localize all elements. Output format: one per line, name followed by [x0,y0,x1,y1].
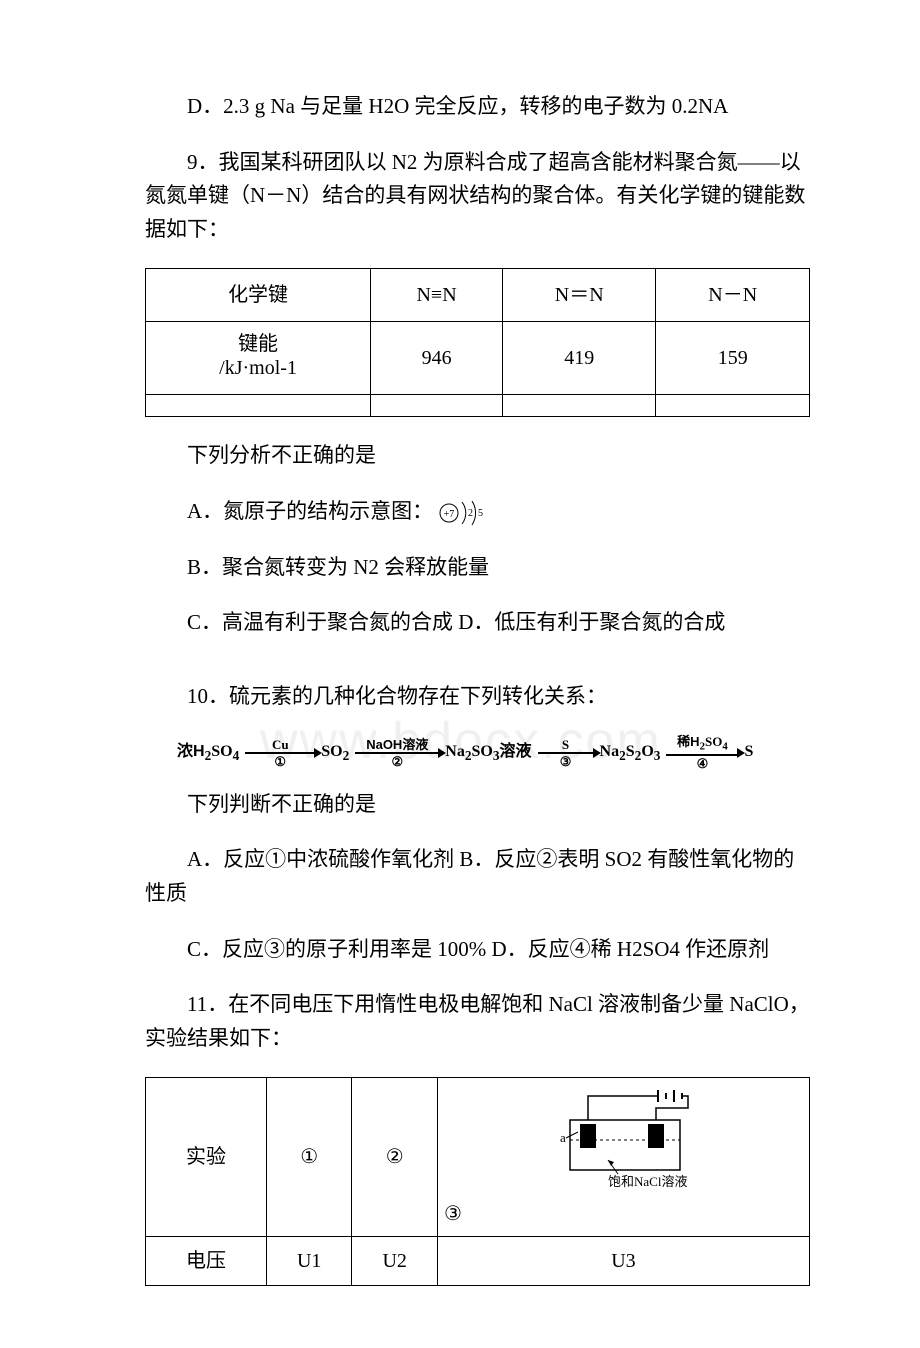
atom-diagram-icon: +7 2 5 [438,498,484,528]
sub: 2 [465,748,472,763]
arrow-top: NaOH溶液 [355,738,439,751]
table-row [146,395,810,417]
arrow-top: S [538,738,594,751]
node: Na [600,743,620,760]
cell [503,395,656,417]
cell: 键能 /kJ·mol-1 [146,322,371,395]
cell: 159 [656,322,810,395]
node: 溶液 [500,743,532,760]
cell: ② [352,1078,437,1237]
table-row: 电压 U1 U2 U3 [146,1237,810,1286]
cell-line: /kJ·mol-1 [219,357,297,379]
node: O [641,743,653,760]
cell-line: 键能 [238,333,278,355]
q10-option-cd: C．反应③的原子利用率是 100% D．反应④稀 H2SO4 作还原剂 [145,933,810,967]
cell [146,395,371,417]
node: Na [445,743,465,760]
cell: N－N [656,269,810,322]
cell: 946 [371,322,503,395]
arrow: 稀H2SO4 ④ [666,735,738,769]
cell: ① [266,1078,351,1237]
node: SO [321,743,342,760]
node: 浓H [177,743,205,760]
q9-option-cd: C．高温有利于聚合氮的合成 D．低压有利于聚合氮的合成 [145,606,810,640]
q9-option-a-text: A．氮原子的结构示意图： [187,499,433,523]
cell: 化学键 [146,269,371,322]
sub: 3 [493,748,500,763]
arrow-top: Cu [245,738,315,751]
arrow: S ③ [538,738,594,768]
electrolysis-diagram-icon: a 饱和NaCl溶液 [548,1084,698,1194]
node: SO [211,743,232,760]
arrow-top: 稀H2SO4 [666,735,738,752]
cell: U3 [437,1237,809,1286]
cell: 实验 [146,1078,267,1237]
cell: U1 [266,1237,351,1286]
solution-label: 饱和NaCl溶液 [608,1174,687,1189]
q9-option-a: A．氮原子的结构示意图： +7 2 5 [145,495,810,529]
cell: U2 [352,1237,437,1286]
arrow-bot: ③ [538,755,594,768]
q9-option-b: B．聚合氮转变为 N2 会释放能量 [145,551,810,585]
table-row: 实验 ① ② a [146,1078,810,1237]
arrow-bot: ① [245,755,315,768]
arrow: Cu ① [245,738,315,768]
q10-reaction-scheme: 浓H2SO4 Cu ① SO2 NaOH溶液 ② Na2SO3溶液 S ③ Na… [177,735,810,769]
cell-circ: ③ [444,1203,462,1225]
node: SO [472,743,493,760]
cell: 电压 [146,1237,267,1286]
q11-experiment-table: 实验 ① ② a [145,1077,810,1286]
sub: 4 [233,748,240,763]
q10-option-ab: A．反应①中浓硫酸作氧化剂 B．反应②表明 SO2 有酸性氧化物的性质 [145,843,810,910]
cell: N＝N [503,269,656,322]
table-row: 键能 /kJ·mol-1 946 419 159 [146,322,810,395]
table-row: 化学键 N≡N N＝N N－N [146,269,810,322]
node: S [744,743,753,760]
cell: a 饱和NaCl溶液 ③ [437,1078,809,1237]
sub: 2 [343,748,350,763]
arrow-bot: ② [355,755,439,768]
arrow: NaOH溶液 ② [355,738,439,768]
q11-stem: 11．在不同电压下用惰性电极电解饱和 NaCl 溶液制备少量 NaClO，实验结… [145,988,810,1055]
cell: 419 [503,322,656,395]
cell: N≡N [371,269,503,322]
shell1-label: 2 [468,508,473,519]
q10-stem: 10．硫元素的几种化合物存在下列转化关系： [145,680,810,714]
nucleus-label: +7 [444,509,455,520]
arrow-bot: ④ [666,757,738,770]
q9-bond-table: 化学键 N≡N N＝N N－N 键能 /kJ·mol-1 946 419 159 [145,268,810,417]
q9-lead: 下列分析不正确的是 [145,439,810,473]
sub: 3 [654,748,661,763]
shell2-label: 5 [478,508,483,519]
q10-lead: 下列判断不正确的是 [145,788,810,822]
q9-stem: 9．我国某科研团队以 N2 为原料合成了超高含能材料聚合氮——以氮氮单键（N－N… [145,146,810,247]
cell [656,395,810,417]
q8-option-d: D．2.3 g Na 与足量 H2O 完全反应，转移的电子数为 0.2NA [145,90,810,124]
node: S [626,743,635,760]
a-label: a [560,1130,566,1145]
cell [371,395,503,417]
sub: 2 [619,748,626,763]
